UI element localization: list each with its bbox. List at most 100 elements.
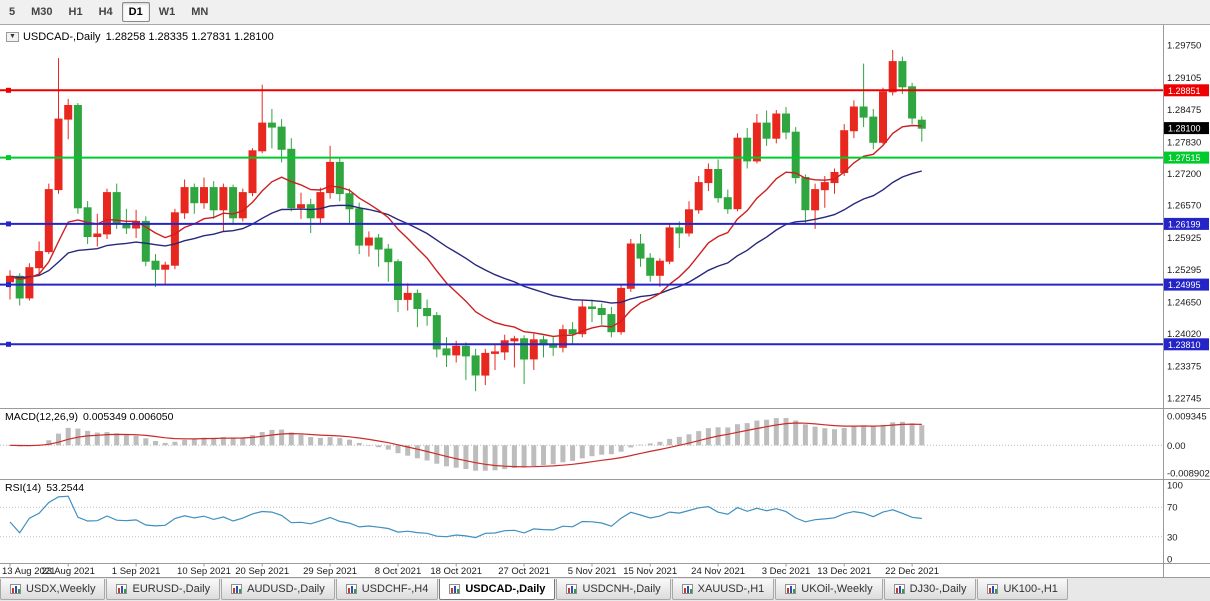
- timeframe-button-h4[interactable]: H4: [98, 6, 113, 18]
- rsi-value: 53.2544: [46, 482, 85, 494]
- timeframe-button-d1[interactable]: D1: [121, 2, 150, 22]
- tab-label: XAUUSD-,H1: [697, 583, 765, 595]
- date-tick-label: 20 Sep 2021: [235, 566, 289, 577]
- tab-usdx-weekly[interactable]: USDX,Weekly: [0, 579, 106, 600]
- tab-label: USDCAD-,Daily: [465, 583, 546, 595]
- chart-tab-icon: [566, 584, 578, 594]
- price-label-box: 1.28851: [1164, 84, 1209, 97]
- svg-text:1.24995: 1.24995: [1168, 280, 1201, 290]
- tab-usdchf-h4[interactable]: USDCHF-,H4: [335, 579, 439, 600]
- chart-tab-icon: [116, 584, 128, 594]
- price-tick-label: 1.26570: [1167, 201, 1201, 212]
- price-tick-label: 1.23375: [1167, 362, 1201, 373]
- chart-tab-icon: [681, 584, 693, 594]
- date-tick-label: 1 Sep 2021: [112, 566, 161, 577]
- chart-tab-icon: [345, 584, 357, 594]
- price-label-box: 1.23810: [1164, 338, 1209, 351]
- rsi-tick-label: 30: [1167, 532, 1178, 543]
- macd-tick-label: 0.00: [1167, 441, 1186, 452]
- rsi-name: RSI(14): [5, 482, 42, 494]
- rsi-tick-label: 100: [1167, 481, 1183, 492]
- macd-values: 0.005349 0.006050: [82, 411, 174, 423]
- price-tick-label: 1.22745: [1167, 394, 1201, 405]
- rsi-tick-label: 0: [1167, 555, 1172, 566]
- price-label-box: 1.26199: [1164, 217, 1209, 230]
- timeframe-toolbar: 5 M30 H1 H4 D1 W1 MN: [0, 0, 1210, 25]
- chart-tab-icon: [987, 584, 999, 594]
- tab-label: USDCNH-,Daily: [582, 583, 661, 595]
- chart-ohlc-values: 1.28258 1.28335 1.27831 1.28100: [105, 31, 274, 43]
- chart-tab-icon: [785, 584, 797, 594]
- price-tick-label: 1.29750: [1167, 41, 1201, 52]
- date-tick-label: 24 Nov 2021: [691, 566, 745, 577]
- tab-ukoil-weekly[interactable]: UKOil-,Weekly: [775, 579, 883, 600]
- tab-usdcad-daily[interactable]: USDCAD-,Daily: [439, 579, 556, 600]
- date-tick-label: 23 Aug 2021: [42, 566, 95, 577]
- macd-tick-label: -0.008902: [1167, 469, 1210, 480]
- macd-signal-line: [9, 422, 922, 468]
- rsi-line: [9, 495, 922, 539]
- hline-handle: [6, 282, 11, 288]
- date-tick-label: 27 Oct 2021: [498, 566, 550, 577]
- symbol-dropdown-icon[interactable]: ▼: [6, 32, 19, 42]
- svg-text:1.26199: 1.26199: [1168, 219, 1201, 229]
- date-tick-label: 22 Dec 2021: [885, 566, 939, 577]
- price-tick-label: 1.27200: [1167, 169, 1201, 180]
- macd-label: MACD(12,26,9) 0.005349 0.006050: [5, 411, 173, 423]
- price-tick-label: 1.25295: [1167, 265, 1201, 276]
- chart-window: 1.29750 1.29105 1.28475 1.27830 1.27200 1.265…: [0, 25, 1210, 577]
- chart-tab-bar: USDX,Weekly EURUSD-,Daily AUDUSD-,Daily USD…: [0, 577, 1210, 601]
- date-tick-label: 8 Oct 2021: [375, 566, 421, 577]
- tab-xauusd-h1[interactable]: XAUUSD-,H1: [671, 579, 775, 600]
- hline-handle: [6, 87, 11, 93]
- timeframe-button-5[interactable]: 5: [9, 6, 16, 18]
- timeframe-button-m30[interactable]: M30: [31, 6, 53, 18]
- tab-usdcnh-daily[interactable]: USDCNH-,Daily: [556, 579, 671, 600]
- date-tick-label: 5 Nov 2021: [568, 566, 617, 577]
- rsi-tick-label: 70: [1167, 503, 1178, 514]
- chart-tab-icon: [449, 584, 461, 594]
- price-axis: 1.29750 1.29105 1.28475 1.27830 1.27200 1.265…: [1167, 41, 1201, 405]
- ma-fast-line: [9, 124, 922, 338]
- date-tick-label: 3 Dec 2021: [762, 566, 811, 577]
- rsi-axis: 100 70 30 0: [1167, 481, 1183, 566]
- candlestick-series: [6, 50, 926, 392]
- rsi-label: RSI(14) 53.2544: [5, 482, 84, 494]
- timeframe-button-h1[interactable]: H1: [68, 6, 83, 18]
- tab-dj30-daily[interactable]: DJ30-,Daily: [883, 579, 977, 600]
- price-tick-label: 1.28475: [1167, 105, 1201, 116]
- date-tick-label: 13 Dec 2021: [817, 566, 871, 577]
- chart-symbol-label: USDCAD-,Daily: [22, 31, 101, 43]
- price-tick-label: 1.29105: [1167, 73, 1201, 84]
- price-tick-label: 1.24650: [1167, 298, 1201, 309]
- timeframe-button-mn[interactable]: MN: [191, 6, 209, 18]
- date-tick-label: 13 Aug 2021: [2, 566, 55, 577]
- timeframe-button-w1[interactable]: W1: [158, 6, 176, 18]
- chart-canvas[interactable]: 1.29750 1.29105 1.28475 1.27830 1.27200 1.265…: [0, 25, 1210, 577]
- chart-tab-icon: [231, 584, 243, 594]
- svg-text:1.27515: 1.27515: [1168, 153, 1201, 163]
- tab-eurusd-daily[interactable]: EURUSD-,Daily: [106, 579, 221, 600]
- date-tick-label: 15 Nov 2021: [623, 566, 677, 577]
- price-label-box: 1.24995: [1164, 278, 1209, 291]
- date-tick-label: 29 Sep 2021: [303, 566, 357, 577]
- ma-slow-line: [9, 170, 922, 304]
- price-tick-label: 1.25925: [1167, 233, 1201, 244]
- hline-handle: [6, 221, 11, 227]
- date-tick-label: 10 Sep 2021: [177, 566, 231, 577]
- price-tick-label: 1.27830: [1167, 137, 1201, 148]
- chart-background: [0, 25, 1210, 577]
- date-tick-label: 18 Oct 2021: [430, 566, 482, 577]
- hline-handle: [6, 155, 11, 161]
- chart-tab-icon: [10, 584, 21, 594]
- macd-axis: 0.009345 0.00 -0.008902: [1167, 412, 1210, 480]
- tab-label: AUDUSD-,Daily: [247, 583, 325, 595]
- tab-uk100-h1[interactable]: UK100-,H1: [977, 579, 1068, 600]
- svg-text:1.23810: 1.23810: [1168, 340, 1201, 350]
- tab-label: USDCHF-,H4: [361, 583, 429, 595]
- tab-label: DJ30-,Daily: [909, 583, 967, 595]
- current-price-box: 1.28100: [1164, 122, 1209, 135]
- tab-audusd-daily[interactable]: AUDUSD-,Daily: [221, 579, 335, 600]
